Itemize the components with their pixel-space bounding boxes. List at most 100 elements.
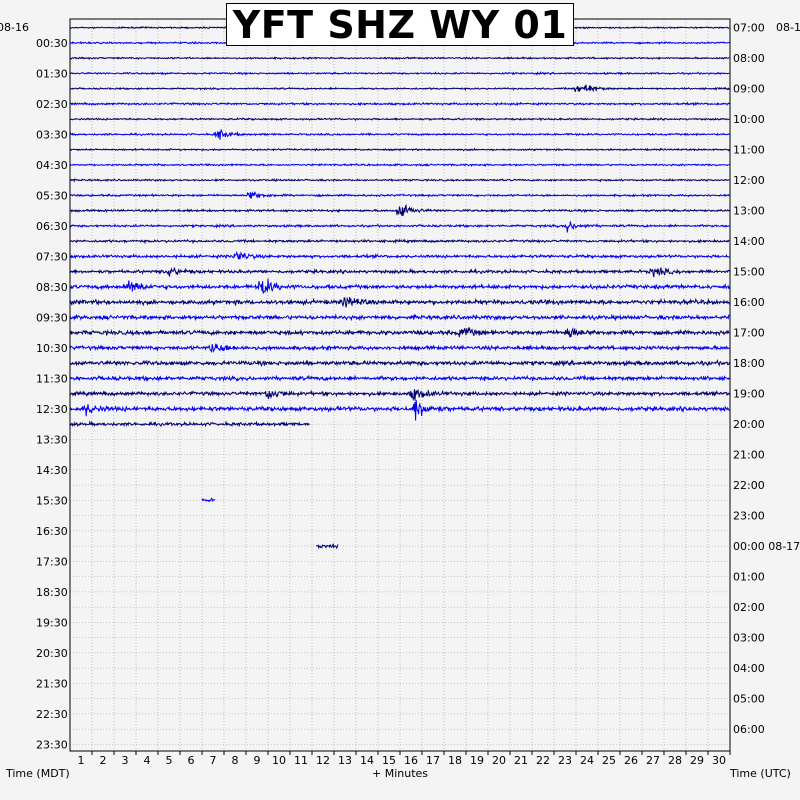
right-time-label: 03:00 [733,632,765,645]
left-time-label: 20:30 [36,647,68,660]
x-tick-label: 20 [492,754,506,767]
x-tick-label: 30 [712,754,726,767]
x-tick-label: 25 [602,754,616,767]
x-tick-label: 7 [210,754,217,767]
left-time-label: 19:30 [36,616,68,629]
left-start-date: 08-16 [0,21,29,34]
right-time-label: 07:00 [733,22,765,35]
left-time-label: 02:30 [36,98,68,111]
trace-line [69,56,730,61]
trace-line [69,296,730,308]
right-time-label: 15:00 [733,266,765,279]
right-time-label: 02:00 [733,601,765,614]
right-time-label: 20:00 [733,418,765,431]
x-tick-label: 18 [448,754,462,767]
x-tick-label: 14 [360,754,374,767]
trace-line [69,358,730,368]
trace-line [69,71,730,76]
trace-line [69,326,730,338]
right-time-label: 21:00 [733,449,765,462]
left-time-label: 08:30 [36,281,68,294]
left-time-label: 00:30 [36,37,68,50]
trace-line [315,543,339,550]
right-start-date: 08-16 [776,21,800,34]
left-time-label: 10:30 [36,342,68,355]
left-time-label: 15:30 [36,494,68,507]
right-time-label: 16:00 [733,296,765,309]
right-time-label: 01:00 [733,571,765,584]
trace-line [69,162,730,168]
right-time-label: 08:00 [733,52,765,65]
trace-line [69,388,730,402]
left-time-label: 11:30 [36,372,68,385]
left-time-label: 01:30 [36,67,68,80]
x-tick-label: 5 [166,754,173,767]
trace-line [69,84,730,93]
grid-lines [70,19,730,751]
right-time-label: 18:00 [733,357,765,370]
x-tick-label: 29 [690,754,704,767]
right-time-label: 23:00 [733,510,765,523]
seismic-traces [69,25,730,550]
left-time-label: 17:30 [36,555,68,568]
left-time-label: 13:30 [36,433,68,446]
x-tick-label: 19 [470,754,484,767]
left-time-label: 12:30 [36,403,68,416]
trace-line [69,129,730,140]
x-tick-label: 1 [78,754,85,767]
x-tick-label: 23 [558,754,572,767]
right-time-label: 06:00 [733,723,765,736]
right-time-label: 12:00 [733,174,765,187]
left-time-label: 03:30 [36,128,68,141]
right-axis-title: Time (UTC) [729,767,791,780]
x-tick-label: 11 [294,754,308,767]
x-tick-label: 16 [404,754,418,767]
right-time-label: 00:00 08-17 [733,540,800,553]
left-time-label: 04:30 [36,159,68,172]
right-time-label: 14:00 [733,235,765,248]
x-axis-title: + Minutes [372,767,428,780]
x-tick-label: 13 [338,754,352,767]
x-axis-ticks: 1 2 3 4 5 6 7 8 9 10 11 12 13 14 15 16 17 18 19 20 21 22 23 24 2… [78,751,731,767]
trace-line [69,147,730,152]
x-tick-label: 12 [316,754,330,767]
chart-title-box: YFT SHZ WY 01 [226,2,574,47]
right-time-label: 10:00 [733,113,765,126]
right-time-label: 22:00 [733,479,765,492]
left-time-label: 14:30 [36,464,68,477]
x-tick-label: 21 [514,754,528,767]
left-time-label: 21:30 [36,677,68,690]
trace-line [69,374,730,383]
trace-line [69,278,730,294]
left-time-label: 23:30 [36,738,68,751]
left-time-label: 22:30 [36,708,68,721]
trace-line [69,313,730,322]
trace-line [69,116,730,122]
x-tick-label: 4 [144,754,151,767]
left-time-label: 18:30 [36,586,68,599]
trace-line [70,250,730,261]
right-time-label: 17:00 [733,327,765,340]
left-time-label: 06:30 [36,220,68,233]
trace-line [69,101,730,107]
x-tick-label: 27 [646,754,660,767]
left-time-label: 05:30 [36,189,68,202]
trace-line [69,267,730,278]
x-tick-label: 3 [122,754,129,767]
right-time-axis: 07:00 08:00 09:00 10:00 11:00 12:00 13:00 14:00… [733,22,800,737]
right-time-label: 13:00 [733,205,765,218]
x-tick-label: 24 [580,754,594,767]
trace-line [69,238,730,245]
x-tick-label: 22 [536,754,550,767]
trace-line [69,203,730,217]
trace-line [69,221,730,233]
x-tick-label: 17 [426,754,440,767]
trace-line [69,400,730,421]
x-tick-label: 6 [188,754,195,767]
x-tick-label: 10 [272,754,286,767]
right-time-label: 09:00 [733,83,765,96]
right-time-label: 04:00 [733,662,765,675]
chart-title: YFT SHZ WY 01 [232,2,568,47]
left-time-axis: 00:30 01:30 02:30 03:30 04:30 05:30 06:30 07:30… [36,37,68,752]
